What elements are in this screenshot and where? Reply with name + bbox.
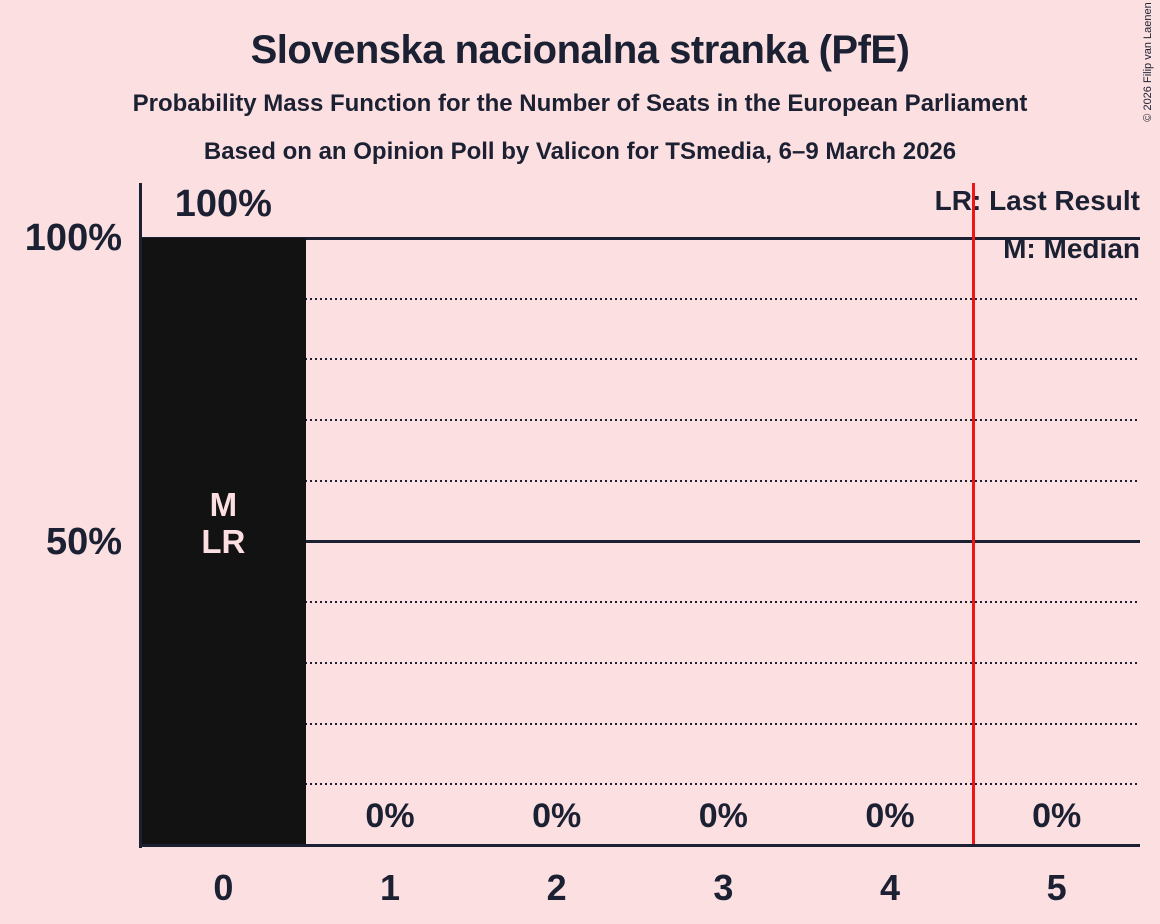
chart-subtitle: Probability Mass Function for the Number… bbox=[132, 90, 1028, 117]
grid-line bbox=[140, 601, 1140, 604]
grid-line bbox=[140, 479, 1140, 482]
x-tick-label: 4 bbox=[879, 867, 901, 908]
grid-line bbox=[140, 358, 1140, 361]
x-tick-label: 5 bbox=[1046, 867, 1067, 908]
bar-value-label: 100% bbox=[174, 183, 272, 225]
last-result-line bbox=[971, 183, 975, 845]
bar-value-label: 0% bbox=[1032, 797, 1082, 835]
grid-line bbox=[140, 297, 1140, 300]
median-last-result-annotation: M LR bbox=[201, 486, 246, 561]
grid-line bbox=[140, 419, 1140, 422]
bar-value-label: 0% bbox=[698, 797, 748, 835]
x-tick-label: 0 bbox=[213, 867, 234, 908]
page-title: Slovenska nacionalna stranka (PfE) bbox=[250, 28, 910, 72]
y-tick-label: 50% bbox=[45, 520, 122, 563]
y-tick-label: 100% bbox=[24, 217, 122, 259]
grid-line bbox=[140, 540, 1140, 543]
legend-last-result: LR: Last Result bbox=[934, 185, 1140, 216]
bar bbox=[140, 238, 306, 845]
grid-line bbox=[140, 236, 1140, 240]
x-tick-label: 1 bbox=[379, 867, 401, 908]
grid-line bbox=[140, 722, 1140, 725]
bar-value-label: 0% bbox=[532, 797, 582, 835]
grid-line bbox=[140, 783, 1140, 786]
copyright-text: © 2026 Filip van Laenen bbox=[1142, 2, 1154, 122]
grid-line bbox=[140, 661, 1140, 664]
x-tick-label: 2 bbox=[546, 867, 567, 908]
x-axis bbox=[139, 844, 1140, 847]
y-axis bbox=[139, 183, 142, 848]
poll-details: Based on an Opinion Poll by Valicon for … bbox=[203, 138, 957, 165]
bar-value-label: 0% bbox=[865, 797, 915, 835]
x-tick-label: 3 bbox=[713, 867, 734, 908]
bar-value-label: 0% bbox=[365, 797, 415, 835]
